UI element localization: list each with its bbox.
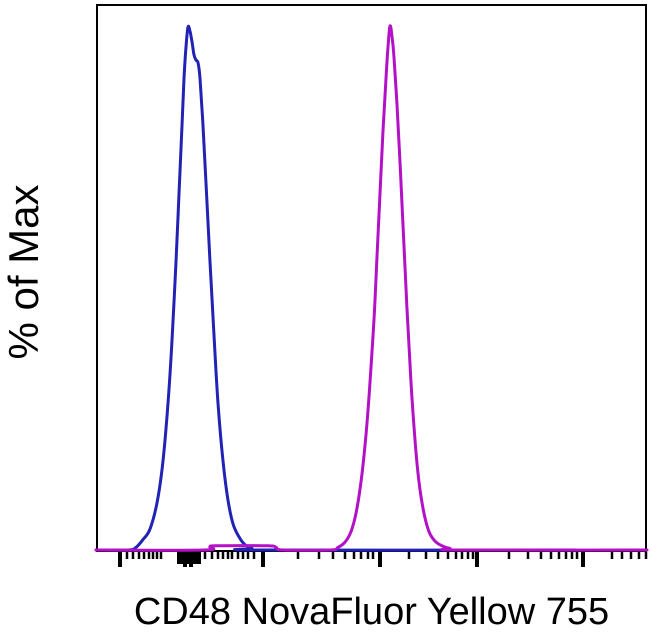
x-axis-tick-minor <box>629 552 633 559</box>
x-axis-tick-minor <box>460 552 464 559</box>
x-axis-tick-minor <box>142 552 146 559</box>
x-axis-tick-minor <box>507 552 511 559</box>
x-axis-tick-minor <box>221 552 225 559</box>
x-axis-tick-minor <box>446 552 450 559</box>
x-axis-tick-minor <box>155 552 159 559</box>
x-axis-tick-minor <box>466 552 470 559</box>
x-axis-tick-major <box>261 552 265 567</box>
x-axis-tick-major <box>378 552 382 567</box>
x-axis-tick-minor <box>557 552 561 559</box>
x-axis-tick-minor <box>549 552 553 559</box>
x-axis-tick-minor <box>454 552 458 559</box>
x-axis-label: CD48 NovaFluor Yellow 755 <box>133 591 610 633</box>
x-axis-tick-minor <box>159 552 163 559</box>
x-axis-tick-minor <box>644 552 648 559</box>
plot-frame <box>96 4 647 552</box>
x-axis-tick-minor <box>147 552 151 559</box>
x-axis-tick-minor <box>246 552 250 559</box>
x-axis-tick-minor <box>131 552 135 559</box>
magenta-histogram-curve <box>94 24 649 552</box>
x-axis-tick-minor <box>137 552 141 559</box>
x-axis-tick-minor <box>539 552 543 559</box>
x-axis-tick-minor <box>296 552 300 559</box>
x-axis-tick-minor <box>236 552 240 559</box>
x-axis-tick-minor <box>210 552 214 559</box>
x-axis-tick-minor <box>343 552 347 559</box>
x-axis-tick-minor <box>125 552 129 559</box>
x-axis-tick-minor <box>203 552 207 559</box>
x-axis-tick-minor <box>371 552 375 559</box>
x-axis-tick-minor <box>564 552 568 559</box>
x-axis-tick-minor <box>526 552 530 559</box>
x-axis-tick-minor <box>570 552 574 559</box>
y-axis-label: % of Max <box>0 184 47 360</box>
x-axis-tick-minor <box>424 552 428 559</box>
x-axis-tick-major <box>475 552 479 567</box>
x-axis-tick-minor <box>575 552 579 559</box>
x-axis-tick-minor <box>407 552 411 559</box>
x-axis-tick-minor <box>436 552 440 559</box>
x-axis-tick-minor <box>230 552 234 559</box>
x-axis-tick-minor <box>610 552 614 559</box>
x-axis-tick-minor <box>252 552 256 559</box>
x-axis-tick-minor <box>359 552 363 559</box>
blue-histogram-curve <box>94 24 577 552</box>
x-axis-tick-minor <box>366 552 370 559</box>
x-axis-tick-minor <box>151 552 155 559</box>
x-axis-tick-minor <box>241 552 245 559</box>
x-axis-tick-minor <box>317 552 321 559</box>
x-axis-tick-minor <box>352 552 356 559</box>
x-axis-tick-minor <box>471 552 475 559</box>
x-axis-tick-major <box>581 552 585 567</box>
x-axis-tick-mid <box>183 552 187 567</box>
x-axis-tick-mid <box>189 552 193 567</box>
x-axis-tick-minor <box>620 552 624 559</box>
x-axis-tick-minor <box>226 552 230 559</box>
x-axis-tick-minor <box>331 552 335 559</box>
x-axis-tick-major <box>118 552 122 567</box>
x-axis-tick-minor <box>637 552 641 559</box>
x-axis-tick-minor <box>216 552 220 559</box>
